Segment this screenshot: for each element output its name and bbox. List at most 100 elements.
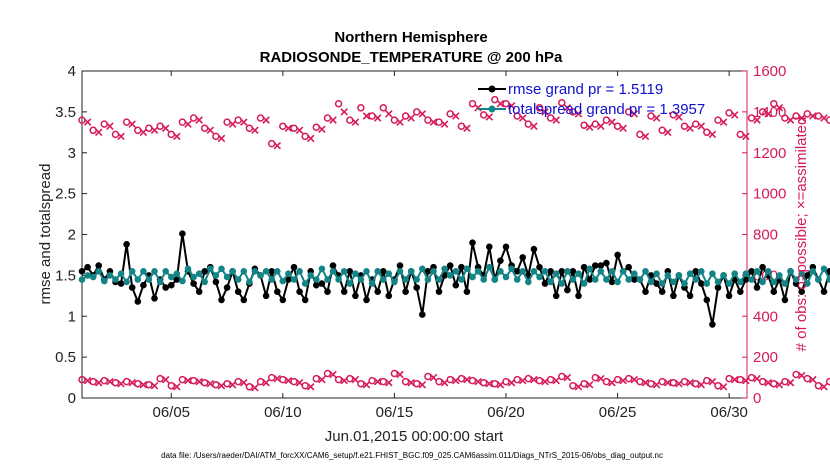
totalspread-point (329, 268, 337, 275)
rmse-point (413, 284, 421, 291)
obs-assimilated-lower-point (764, 378, 772, 387)
rmse-point (301, 296, 309, 304)
totalspread-point (558, 280, 566, 287)
x-stroke-b (630, 375, 639, 384)
obs-assimilated-upper-point (541, 108, 549, 116)
chart-title: Northern Hemisphere (334, 29, 487, 46)
obs-assimilated-lower-point (83, 376, 92, 385)
y-tick-label: 0.5 (55, 349, 76, 366)
totalspread-point (419, 265, 426, 273)
x-stroke-b (351, 118, 360, 126)
totalspread-point (385, 270, 393, 278)
x-stroke-b (541, 108, 549, 116)
obs-assimilated-lower-point (429, 373, 438, 382)
obs-assimilated-upper-point (452, 112, 460, 120)
rmse-point (402, 288, 409, 296)
obs-possible-lower-point (111, 378, 120, 387)
obs-assimilated-lower-point (329, 370, 337, 379)
totalspread-point (380, 276, 387, 283)
x-stroke-b (474, 377, 482, 386)
totalspread-point (363, 268, 370, 275)
x-stroke-b (83, 376, 92, 385)
obs-possible-lower-point (691, 379, 700, 388)
obs-assimilated-upper-point (117, 132, 125, 141)
obs-assimilated-upper-point (385, 110, 393, 118)
x-stroke-b (552, 376, 560, 385)
obs-assimilated-lower-point (161, 375, 170, 384)
rmse-point (128, 284, 136, 291)
totalspread-point (307, 272, 315, 279)
x-stroke-b (775, 104, 784, 112)
x-stroke-b (697, 122, 706, 130)
rmse-point (313, 281, 320, 289)
obs-assimilated-upper-point (106, 122, 114, 130)
obs-assimilated-lower-point (697, 380, 706, 389)
x-stroke-b (664, 378, 672, 387)
y-tick-label: 1.5 (55, 267, 76, 284)
rmse-point (541, 280, 549, 287)
obs-possible-lower-point (468, 376, 477, 385)
obs-assimilated-upper-point (697, 122, 706, 130)
totalspread-point (804, 280, 811, 287)
rmse-point (201, 268, 208, 275)
obs-assimilated-upper-point (574, 110, 583, 118)
x-stroke-b (820, 114, 828, 122)
obs-possible-lower-point (256, 377, 265, 386)
rmse-point (770, 288, 778, 296)
obs-possible-lower-point (535, 376, 544, 385)
totalspread-point (441, 265, 448, 273)
rmse-point (798, 288, 805, 296)
obs-possible-lower-point (134, 379, 142, 388)
x-stroke-b (797, 371, 806, 380)
y-tick-label: 4 (68, 63, 76, 80)
rmse-point (631, 276, 638, 283)
x-stroke-b (608, 378, 616, 387)
obs-possible-lower-point (781, 377, 789, 386)
rmse-point (564, 286, 571, 294)
totalspread-point (279, 277, 287, 285)
totalspread-point (257, 272, 264, 279)
totalspread-point (179, 277, 186, 285)
totalspread-point (106, 272, 114, 279)
x-stroke-b (262, 378, 270, 387)
totalspread-point (335, 276, 342, 283)
totalspread-point (580, 280, 588, 287)
rmse-point (737, 288, 744, 296)
totalspread-point (78, 276, 86, 283)
obs-possible-lower-point (814, 381, 823, 390)
obs-assimilated-upper-point (418, 110, 427, 118)
totalspread-point (547, 278, 554, 286)
footnote: data file: /Users/raeder/DAI/ATM_forcXX/… (161, 451, 663, 460)
x-stroke-b (563, 373, 572, 382)
x-stroke-b (161, 124, 170, 132)
x-stroke-b (440, 378, 449, 387)
obs-possible-upper-point (491, 95, 499, 104)
obs-assimilated-upper-point (161, 124, 170, 132)
totalspread-point (240, 268, 248, 275)
rmse-point (95, 262, 102, 269)
x-stroke-b (530, 375, 538, 384)
x-stroke-b (697, 380, 706, 389)
x-stroke-b (719, 118, 728, 126)
obs-assimilated-upper-point (240, 118, 248, 126)
obs-assimilated-upper-point (797, 114, 806, 122)
rmse-point (748, 268, 755, 275)
rmse-point (212, 278, 220, 286)
totalspread-point (748, 276, 755, 283)
obs-assimilated-upper-point (563, 104, 572, 112)
obs-assimilated-upper-point (786, 116, 795, 124)
totalspread-point (703, 280, 711, 287)
totalspread-point (675, 272, 683, 279)
y2-tick-label: 1600 (753, 63, 786, 80)
x-stroke-b (106, 122, 114, 130)
totalspread-point (670, 278, 677, 286)
rmse-point (262, 292, 270, 300)
rmse-point (452, 281, 460, 289)
totalspread-point (201, 278, 208, 286)
rmse-point (123, 241, 130, 248)
x-stroke-b (385, 110, 393, 118)
x-stroke-b (195, 377, 203, 386)
obs-assimilated-lower-point (273, 374, 282, 383)
totalspread-point (658, 280, 666, 287)
x-stroke-b (318, 125, 326, 134)
